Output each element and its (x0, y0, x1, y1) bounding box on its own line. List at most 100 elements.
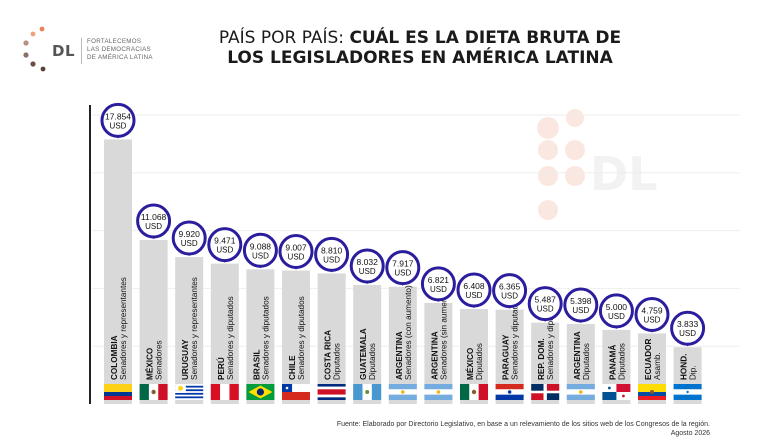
bar-chamber-label: Diputados (368, 343, 377, 380)
bar-value-label: 6.821 (428, 275, 450, 285)
bar-country-label: PANAMÁ (607, 345, 617, 380)
bar-country-label: ARGENTINA (430, 331, 439, 380)
bar-label: URUGUAYSenadores y representantes (181, 277, 199, 380)
bar-chamber-label: Senadores y representantes (119, 277, 128, 380)
logo-tagline-line: DE AMÉRICA LATINA (87, 54, 153, 61)
panama-flag (602, 384, 631, 400)
value-bubble (670, 310, 706, 346)
bar-value-label: 9.088 (250, 241, 272, 251)
value-bubble (207, 227, 243, 263)
source-line: Fuente: Elaborado por Directorio Legisla… (336, 421, 710, 428)
bar-unit-label: USD (216, 246, 233, 255)
bar-chamber-label: Senadores y diputados (261, 296, 270, 380)
watermark-dot (565, 140, 585, 160)
bar-chamber-label: Dip. (689, 365, 698, 380)
bar-label: PARAGUAYSenadores y diputados (502, 296, 520, 380)
bar-chamber-label: Senadores (sin aumento) (439, 288, 448, 380)
colombia-flag (104, 384, 132, 400)
bar-label: COLOMBIASenadores y representantes (110, 277, 128, 380)
bar-label: MÉXICODiputados (465, 343, 484, 380)
bar-chamber-label: Senadores y diputados (511, 296, 520, 380)
bar-country-label: PARAGUAY (502, 334, 511, 380)
bar (175, 256, 204, 404)
bar-chamber-label: Asamb. (653, 352, 662, 380)
ecuador-flag (638, 384, 666, 400)
bar-label: REP. DOM.Senadores y diputados (537, 296, 555, 380)
bar-country-label: BRASIL (252, 350, 261, 380)
bar-chamber-label: Senadores y diputados (297, 296, 306, 380)
bar-unit-label: USD (608, 312, 625, 321)
argentina-flag (424, 384, 453, 400)
bar (282, 270, 310, 404)
bar-chamber-label: Diputados (333, 343, 342, 380)
bar-unit-label: USD (110, 121, 127, 130)
bar-unit-label: USD (466, 291, 483, 300)
bar-value-label: 5.000 (606, 302, 628, 312)
mexico-flag (139, 384, 168, 400)
bar-unit-label: USD (323, 255, 340, 264)
logo-divider (81, 38, 82, 64)
bar (104, 139, 132, 404)
bar (210, 263, 239, 404)
bar-label: ECUADORAsamb. (644, 339, 662, 380)
value-bubble (634, 296, 670, 332)
bar-unit-label: USD (644, 315, 661, 324)
value-bubble (278, 234, 314, 270)
value-bubble (563, 287, 599, 323)
bar-value-label: 9.920 (179, 229, 201, 239)
bar-value-label: 9.007 (285, 243, 307, 253)
dominican-republic-flag (531, 384, 560, 400)
title-prefix: PAÍS POR PAÍS: (218, 28, 345, 48)
value-bubble (420, 266, 456, 302)
bar-value-label: 6.408 (463, 281, 485, 291)
brazil-flag (246, 384, 275, 400)
bar-value-label: 9.471 (214, 236, 236, 246)
watermark-dot (538, 166, 558, 186)
value-bubble (136, 203, 172, 239)
bar-value-label: 8.032 (357, 257, 379, 267)
bar-label: BRASILSenadores y diputados (252, 296, 270, 380)
chile-flag (282, 384, 310, 400)
bar-chamber-label: Senadores y representantes (190, 277, 199, 380)
bar-label: MÉXICOSenadores (145, 340, 164, 380)
bar-country-label: CHILE (288, 355, 297, 380)
bar-chamber-label: Senadores y diputados (226, 296, 235, 380)
bar-label: GUATEMALADiputados (359, 328, 377, 380)
bar-unit-label: USD (359, 267, 376, 276)
bar (139, 239, 168, 404)
bar-unit-label: USD (572, 306, 589, 315)
logo-mark: DL (52, 42, 76, 60)
bar-country-label: ECUADOR (644, 339, 653, 380)
watermark-dot (538, 200, 558, 220)
watermark-text: DL (590, 147, 658, 201)
bar-chamber-label: Diputados (617, 343, 626, 380)
logo-dots-icon (23, 26, 46, 72)
paraguay-flag (495, 384, 524, 400)
bar-chamber-label: Senadores (con aumento) (404, 285, 413, 380)
bar-unit-label: USD (430, 285, 447, 294)
watermark-logo: DL (537, 109, 658, 220)
argentina-flag (566, 384, 595, 400)
bar-value-label: 3.833 (677, 319, 699, 329)
title-line2: LOS LEGISLADORES EN AMÉRICA LATINA (227, 48, 613, 68)
guatemala-flag (353, 384, 382, 400)
value-bubble (314, 236, 350, 272)
bar-chamber-label: Senadores (155, 340, 164, 380)
bar-label: COSTA RICADiputados (324, 330, 342, 380)
bar-country-label: HOND. (680, 354, 689, 380)
bar (246, 269, 275, 404)
title-line1: CUÁL ES LA DIETA BRUTA DE (349, 28, 622, 48)
bar-label: ARGENTINASenadores (con aumento) (395, 285, 413, 380)
bar-country-label: ARGENTINA (395, 331, 404, 380)
bar-unit-label: USD (501, 292, 518, 301)
bar-country-label: ARGENTINA (573, 331, 582, 380)
bar-country-label: REP. DOM. (537, 338, 546, 380)
bar-unit-label: USD (537, 305, 554, 314)
bar-value-label: 8.810 (321, 245, 343, 255)
argentina-flag (388, 384, 417, 400)
bar-value-label: 4.759 (641, 305, 663, 315)
bar-country-label: COLOMBIA (110, 335, 119, 380)
bar-value-label: 6.365 (499, 282, 521, 292)
bar-chamber-label: Diputados (475, 343, 484, 380)
